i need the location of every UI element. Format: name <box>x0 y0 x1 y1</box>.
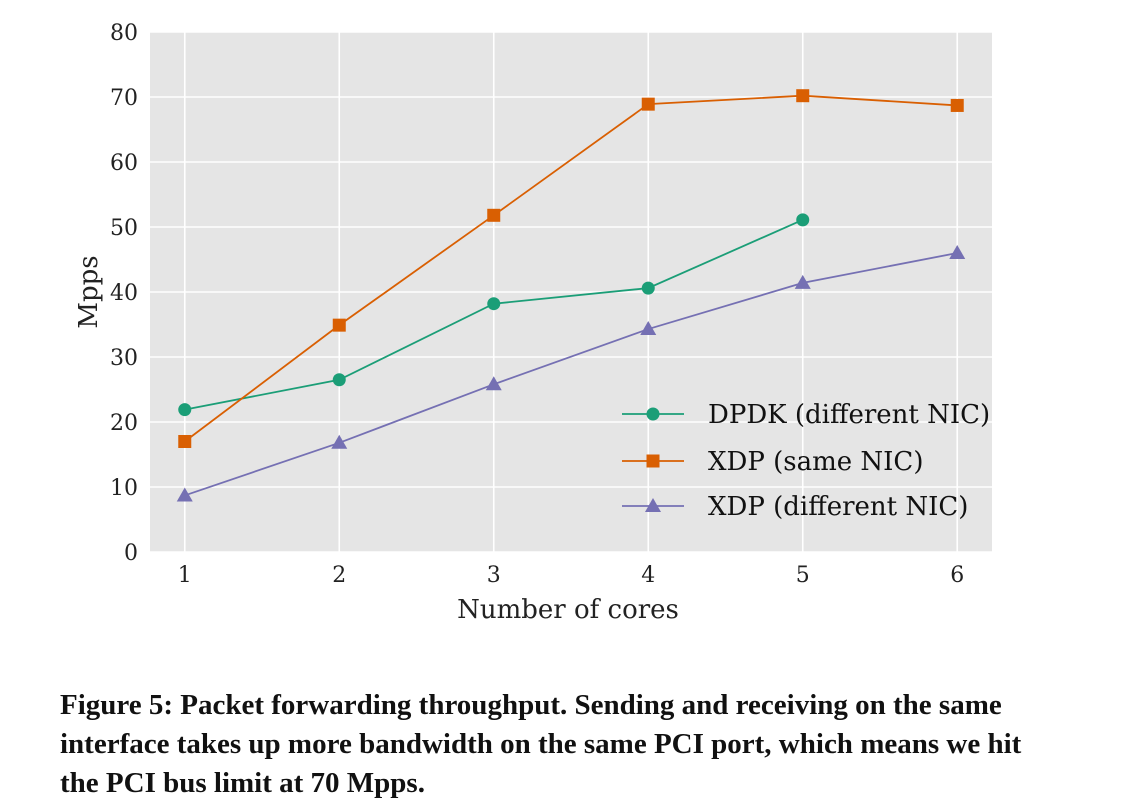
data-point-square <box>178 435 192 448</box>
data-point-circle <box>178 403 192 417</box>
y-tick-label: 0 <box>124 541 138 566</box>
legend-label: XDP (same NIC) <box>708 447 923 477</box>
data-point-circle <box>641 281 655 295</box>
y-tick-label: 20 <box>110 411 138 436</box>
figure-caption: Figure 5: Packet forwarding throughput. … <box>60 689 1022 799</box>
data-point-square <box>487 208 501 222</box>
data-point-square <box>796 89 810 103</box>
data-point-triangle <box>176 487 193 502</box>
series-group <box>176 89 966 502</box>
x-tick-label: 1 <box>178 563 192 588</box>
legend-label: XDP (different NIC) <box>708 492 968 522</box>
series-line <box>184 252 958 497</box>
y-tick-label: 30 <box>110 346 138 371</box>
data-point-triangle <box>331 434 348 449</box>
y-tick-label: 70 <box>110 86 138 111</box>
x-tick-label: 6 <box>950 563 964 588</box>
x-tick-label: 5 <box>796 563 810 588</box>
data-point-circle <box>332 373 346 387</box>
y-tick-labels: 0 10 20 30 40 50 60 70 80 <box>110 21 138 566</box>
legend-item: XDP (different NIC) <box>622 492 968 522</box>
y-tick-label: 60 <box>110 151 138 176</box>
series-square <box>178 89 964 448</box>
data-point-square <box>646 454 660 468</box>
y-tick-label: 50 <box>110 216 138 241</box>
data-point-triangle <box>949 245 966 259</box>
data-point-circle <box>646 407 660 421</box>
y-tick-label: 80 <box>110 21 138 46</box>
y-tick-label: 40 <box>110 281 138 306</box>
data-point-triangle <box>794 274 811 289</box>
grid-lines <box>150 31 992 553</box>
x-tick-label: 3 <box>487 563 501 588</box>
data-point-square <box>950 98 964 112</box>
series-circle <box>178 213 810 417</box>
data-point-circle <box>487 297 501 311</box>
series-triangle <box>176 245 966 502</box>
legend: DPDK (different NIC) XDP (same NIC) XDP (d… <box>622 400 990 522</box>
data-point-triangle <box>485 376 502 391</box>
x-tick-labels: 1 2 3 4 5 6 <box>178 563 964 588</box>
x-tick-label: 4 <box>641 563 655 588</box>
legend-item: DPDK (different NIC) <box>622 400 990 430</box>
data-point-circle <box>796 213 810 227</box>
line-chart: 0 10 20 30 40 50 60 70 80 1 2 3 4 5 6 Mpps Number of … <box>74 21 992 625</box>
data-point-square <box>332 318 346 332</box>
y-axis-title: Mpps <box>74 255 104 328</box>
x-tick-label: 2 <box>332 563 346 588</box>
x-axis-title: Number of cores <box>457 595 679 625</box>
data-point-triangle <box>640 321 657 336</box>
legend-label: DPDK (different NIC) <box>708 400 990 430</box>
legend-item: XDP (same NIC) <box>622 447 923 477</box>
y-tick-label: 10 <box>110 476 138 501</box>
data-point-triangle <box>645 498 661 512</box>
data-point-square <box>641 97 655 111</box>
series-line <box>184 94 958 443</box>
